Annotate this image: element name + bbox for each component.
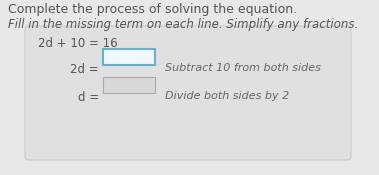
FancyBboxPatch shape [25, 26, 351, 160]
Text: Subtract 10 from both sides: Subtract 10 from both sides [165, 63, 321, 73]
Text: 2d =: 2d = [70, 63, 102, 76]
Text: Divide both sides by 2: Divide both sides by 2 [165, 91, 289, 101]
Text: Fill in the missing term on each line. Simplify any fractions.: Fill in the missing term on each line. S… [8, 18, 358, 31]
Text: d =: d = [78, 91, 103, 104]
Bar [103, 77, 155, 93]
Text: 2d + 10 = 16: 2d + 10 = 16 [38, 37, 117, 50]
Bar [103, 49, 155, 65]
Text: Complete the process of solving the equation.: Complete the process of solving the equa… [8, 3, 297, 16]
